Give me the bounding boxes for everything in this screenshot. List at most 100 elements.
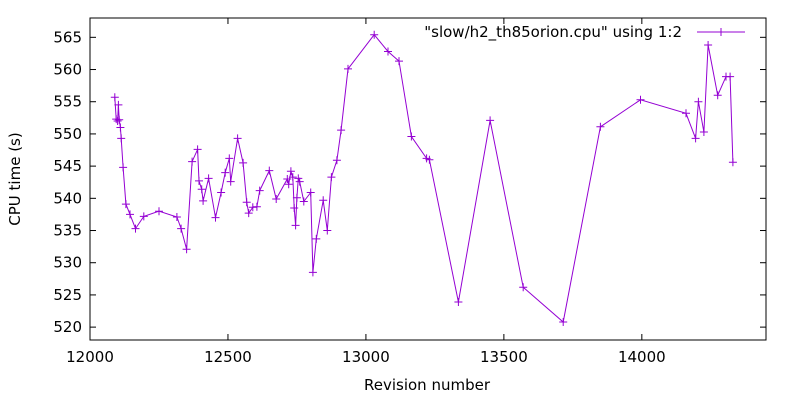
- legend-entry-label: "slow/h2_th85orion.cpu" using 1:2: [424, 23, 682, 42]
- data-point: [323, 226, 332, 235]
- data-point: [308, 268, 317, 277]
- data-point: [242, 198, 251, 207]
- data-point: [244, 209, 253, 218]
- data-point: [344, 64, 352, 73]
- data-point: [172, 213, 181, 221]
- data-point: [139, 212, 148, 221]
- data-point: [292, 193, 301, 202]
- data-point: [726, 72, 735, 81]
- data-point: [197, 185, 206, 194]
- data-point: [110, 93, 119, 102]
- x-tick-label: 13000: [342, 348, 390, 366]
- data-point: [177, 224, 186, 233]
- data-point: [682, 109, 690, 118]
- x-tick-label: 13500: [480, 348, 528, 366]
- data-point: [117, 134, 126, 143]
- data-point: [221, 168, 230, 177]
- data-point: [114, 100, 123, 109]
- data-point: [204, 174, 213, 183]
- data-point: [596, 122, 605, 131]
- data-point: [370, 30, 379, 39]
- data-point: [395, 57, 403, 66]
- data-point: [115, 115, 124, 124]
- data-point: [713, 91, 722, 100]
- data-point: [252, 202, 261, 211]
- data-point: [113, 117, 122, 125]
- data-point: [239, 158, 248, 167]
- data-point: [195, 176, 203, 185]
- data-point: [272, 195, 281, 203]
- data-point: [217, 188, 226, 197]
- data-point: [299, 197, 308, 206]
- data-point: [193, 145, 202, 154]
- data-point: [327, 173, 336, 182]
- data-point: [283, 175, 292, 183]
- y-tick-label: 555: [53, 93, 82, 111]
- data-point: [182, 245, 191, 254]
- y-tick-label: 565: [53, 28, 82, 46]
- data-point: [286, 167, 295, 176]
- data-point: [119, 163, 128, 172]
- x-tick-label: 14000: [618, 348, 666, 366]
- x-tick-label: 12500: [204, 348, 252, 366]
- data-point: [312, 234, 321, 243]
- data-point: [454, 298, 463, 306]
- data-point: [425, 155, 434, 164]
- data-point: [116, 123, 125, 132]
- y-tick-label: 540: [53, 189, 82, 207]
- data-point: [291, 221, 300, 230]
- data-point: [694, 97, 703, 106]
- data-point: [559, 318, 568, 326]
- data-point: [225, 154, 234, 163]
- data-point: [265, 166, 274, 175]
- x-axis-label: Revision number: [364, 376, 491, 394]
- data-point: [728, 158, 737, 167]
- data-point: [211, 213, 220, 222]
- data-point: [233, 134, 242, 143]
- data-point: [486, 116, 495, 125]
- legend-marker: [717, 28, 725, 36]
- data-point: [699, 128, 708, 136]
- legend-plus-marker: [717, 28, 725, 36]
- y-tick-label: 530: [53, 254, 82, 272]
- data-point: [126, 210, 134, 219]
- data-point: [337, 126, 346, 135]
- y-axis-label: CPU time (s): [6, 132, 24, 225]
- data-point: [294, 174, 303, 183]
- y-axis-ticks: 520 525 530 535 540 545 550 555 560 565: [53, 28, 766, 336]
- data-point: [636, 95, 645, 104]
- data-point: [248, 203, 257, 212]
- data-point: [155, 207, 163, 216]
- data-point: [188, 157, 197, 166]
- data-point: [407, 132, 416, 141]
- legend: "slow/h2_th85orion.cpu" using 1:2: [424, 23, 745, 42]
- y-tick-label: 535: [53, 222, 82, 240]
- data-point: [131, 224, 140, 233]
- y-tick-label: 560: [53, 61, 82, 79]
- data-point: [226, 177, 235, 186]
- series-line: [114, 33, 734, 323]
- data-point: [519, 283, 528, 292]
- data-point: [332, 156, 341, 165]
- data-point: [319, 196, 328, 205]
- y-tick-label: 525: [53, 286, 82, 304]
- data-point: [121, 200, 130, 209]
- data-point: [306, 188, 315, 197]
- plot-frame: [89, 17, 767, 341]
- data-point: [290, 204, 299, 212]
- data-point: [691, 134, 700, 143]
- x-axis-ticks: 12000 12500 13000 13500 14000: [66, 18, 666, 366]
- data-point: [704, 41, 713, 49]
- data-point: [199, 196, 208, 205]
- series-markers: [110, 30, 737, 326]
- data-point: [288, 173, 297, 182]
- data-point: [284, 180, 293, 189]
- data-point: [295, 177, 304, 186]
- data-point: [255, 186, 264, 195]
- y-tick-label: 550: [53, 125, 82, 143]
- data-point: [384, 47, 392, 56]
- x-tick-label: 12000: [66, 348, 114, 366]
- y-tick-label: 545: [53, 157, 82, 175]
- y-tick-label: 520: [53, 318, 82, 336]
